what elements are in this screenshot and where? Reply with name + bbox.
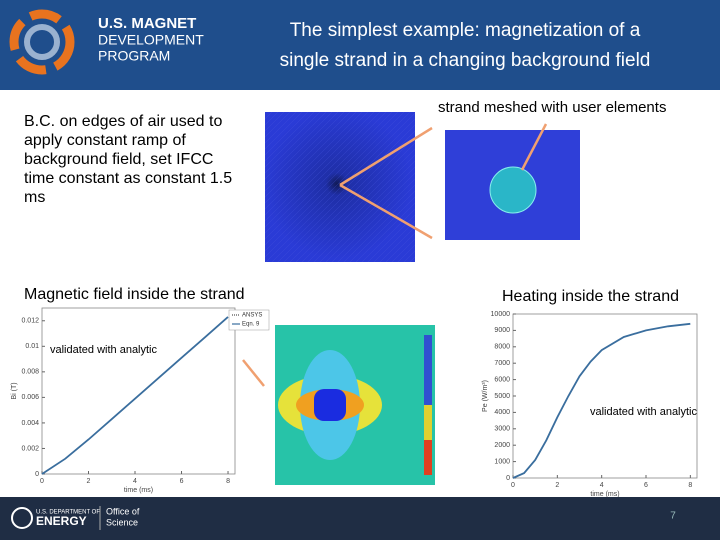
- pointer: [339, 183, 433, 240]
- colorbar: [424, 405, 432, 440]
- pointer: [242, 359, 265, 387]
- y-tick-label: 9000: [494, 327, 510, 334]
- y-tick-label: 0.004: [21, 420, 39, 427]
- contour-core: [314, 389, 346, 421]
- page-number: 7: [670, 511, 676, 522]
- footer-bar: [0, 497, 720, 540]
- annotation: validated with analytic: [50, 344, 158, 356]
- y-tick-label: 2000: [494, 442, 510, 449]
- mesh-lines: [265, 112, 415, 262]
- y-tick-label: 0.01: [25, 343, 39, 350]
- plot-field: 0 2 4 6 8 0 0.002 0.004 0.006 0.008 0.01 0.012 time …: [11, 307, 270, 494]
- y-tick-label: 0.012: [21, 318, 39, 325]
- y-tick-label: 1000: [494, 458, 510, 465]
- x-tick-label: 6: [644, 482, 648, 489]
- strand: [489, 166, 537, 214]
- x-tick-label: 0: [511, 482, 515, 489]
- legend-label: ANSYS: [242, 313, 262, 319]
- plot-heat: 0 2 4 6 8 0 1000 2000 3000 4000 5000 6000 7000 8000 90…: [482, 311, 698, 498]
- y-tick-label: 0: [506, 475, 510, 482]
- y-tick-label: 4000: [494, 409, 510, 416]
- legend: ANSYS Eqn. 9: [228, 309, 270, 331]
- bc-text: B.C. on edges of air used to apply consta…: [24, 113, 232, 206]
- logo-ring: [9, 9, 75, 75]
- y-axis-label: Pe (W/m³): [482, 380, 489, 412]
- contour-image: [275, 325, 435, 485]
- x-tick-label: 6: [180, 478, 184, 485]
- y-tick-label: 0: [35, 471, 39, 478]
- x-axis-label: time (ms): [124, 487, 153, 494]
- x-tick-label: 4: [133, 478, 137, 485]
- y-tick-label: 3000: [494, 426, 510, 433]
- x-tick-label: 8: [688, 482, 692, 489]
- logo-inner: [24, 24, 60, 60]
- curve: [512, 322, 691, 479]
- colorbar: [424, 440, 432, 475]
- y-tick-label: 0.006: [21, 394, 39, 401]
- office-text: Science: [106, 517, 138, 527]
- x-tick-label: 8: [226, 478, 230, 485]
- x-tick-label: 0: [40, 478, 44, 485]
- doe-text: U.S. DEPARTMENT OF: [36, 510, 100, 516]
- logo-text: PROGRAM: [98, 48, 170, 64]
- pointer-lines: [242, 123, 548, 387]
- y-tick-label: 6000: [494, 376, 510, 383]
- office-text: Office of: [106, 506, 140, 516]
- y-axis-label: Bi (T): [11, 382, 18, 399]
- heat-text: Heating inside the strand: [502, 288, 679, 305]
- doe-seal: [11, 507, 33, 529]
- logo-text: DEVELOPMENT: [98, 32, 204, 48]
- x-tick-label: 2: [87, 478, 91, 485]
- mesh-text: strand meshed with user elements: [438, 99, 666, 116]
- curve: [41, 316, 229, 475]
- legend-label: Eqn. 9: [242, 322, 260, 328]
- y-tick-label: 0.002: [21, 445, 39, 452]
- doe-text: ENERGY: [36, 514, 87, 528]
- plot-frame: [41, 307, 236, 475]
- x-tick-label: 2: [555, 482, 559, 489]
- pointer: [339, 126, 433, 187]
- y-tick-label: 5000: [494, 393, 510, 400]
- y-tick-label: 8000: [494, 344, 510, 351]
- y-tick-label: 0.008: [21, 369, 39, 376]
- y-tick-label: 7000: [494, 360, 510, 367]
- pointer: [520, 123, 548, 171]
- logo: [9, 9, 75, 75]
- logo-text: U.S. MAGNET: [98, 15, 196, 32]
- x-tick-label: 4: [600, 482, 604, 489]
- slide-title: single strand in a changing background f…: [280, 50, 651, 71]
- header-bar: [0, 0, 720, 90]
- plot-frame: [512, 313, 698, 479]
- slide-title: The simplest example: magnetization of a: [290, 20, 641, 41]
- annotation: validated with analytic: [590, 406, 698, 418]
- y-tick-label: 10000: [491, 311, 511, 318]
- x-axis-label: time (ms): [590, 491, 619, 498]
- field-text: Magnetic field inside the strand: [24, 286, 245, 303]
